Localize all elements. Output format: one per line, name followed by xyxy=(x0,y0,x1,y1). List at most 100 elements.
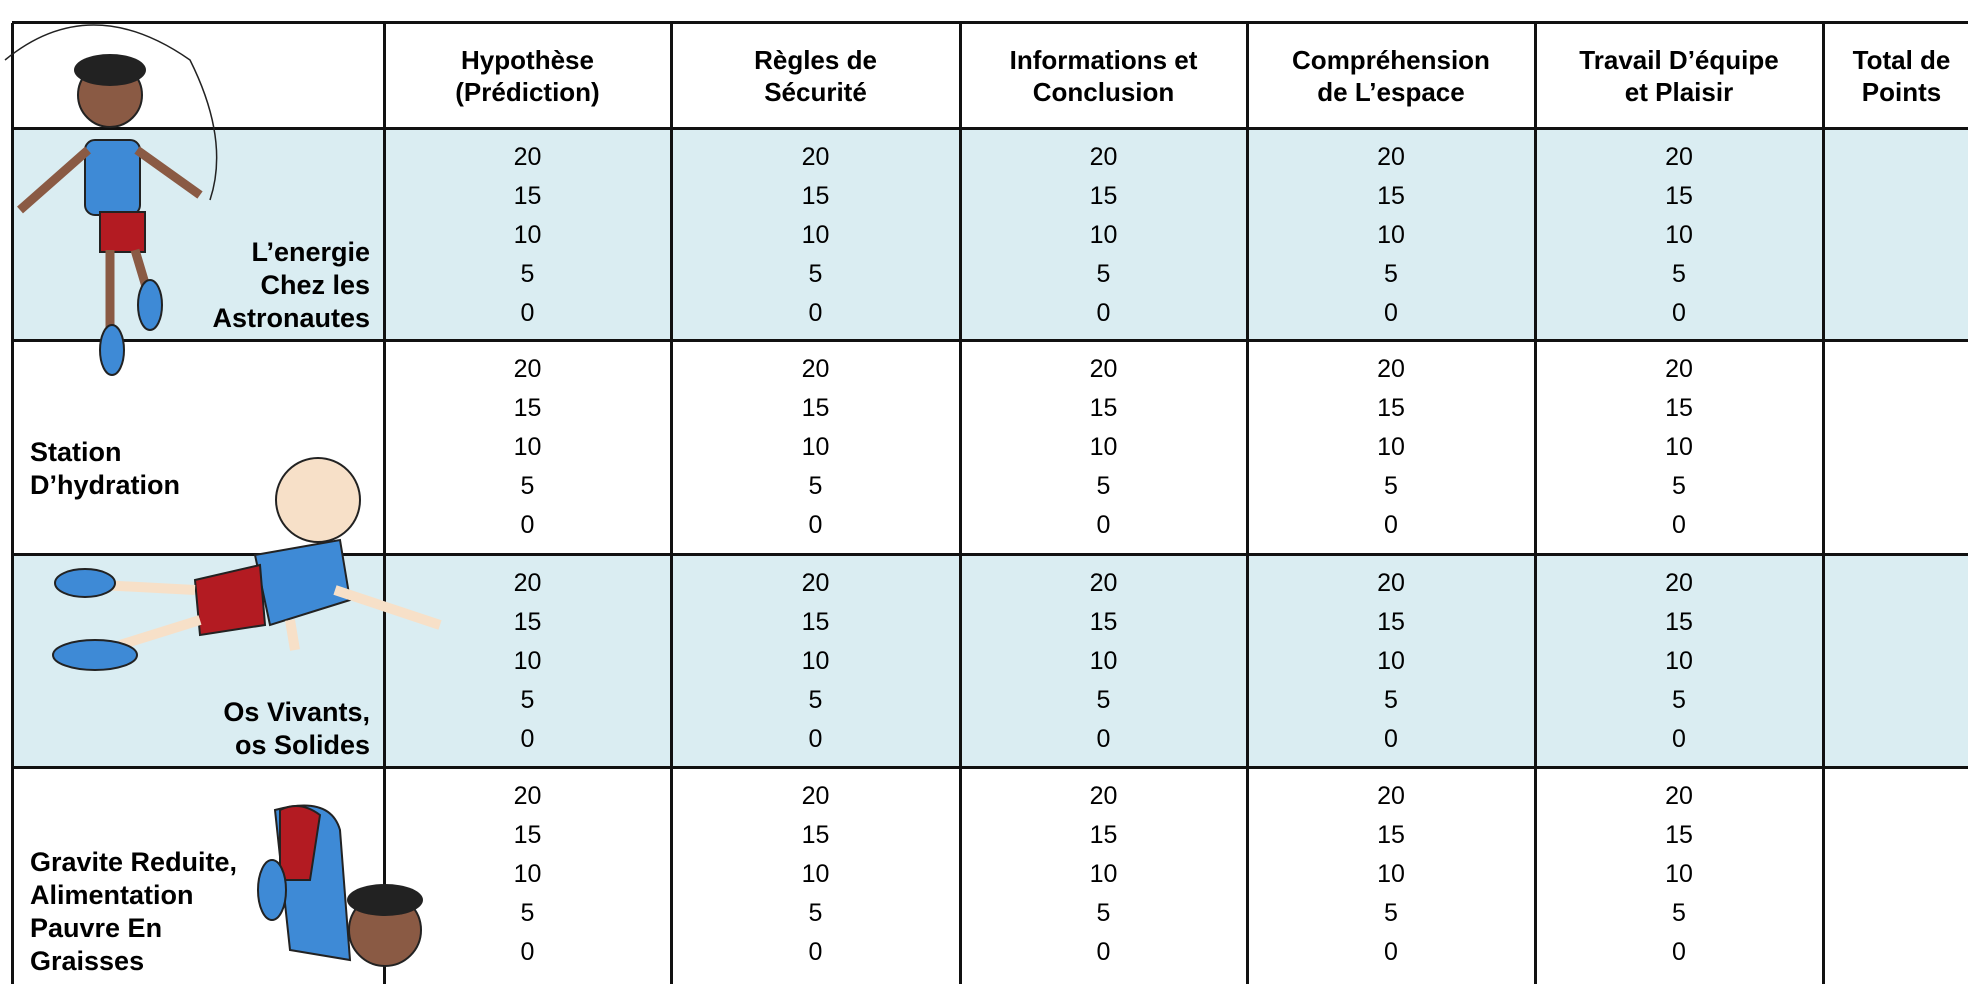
score-option: 5 xyxy=(808,899,823,927)
column-border xyxy=(1822,23,1825,984)
header-line: Total de xyxy=(1852,45,1951,75)
column-header: Hypothèse (Prédiction) xyxy=(384,23,671,129)
column-header: Compréhension de L’espace xyxy=(1247,23,1535,129)
label-line: Astronautes xyxy=(212,303,370,333)
score-cell: 20 15 10 5 0 xyxy=(384,129,671,341)
row-border xyxy=(12,553,1968,556)
score-cell: 20 15 10 5 0 xyxy=(384,555,671,768)
girl2-shirt xyxy=(273,804,352,962)
score-option: 10 xyxy=(513,433,542,461)
score-option: 5 xyxy=(1384,260,1398,288)
score-option: 10 xyxy=(1377,221,1405,249)
score-option: 20 xyxy=(801,569,830,597)
score-option: 20 xyxy=(1665,569,1693,597)
score-option: 10 xyxy=(513,860,542,888)
girl-head xyxy=(77,62,143,128)
header-line: Compréhension xyxy=(1292,45,1490,75)
score-option: 0 xyxy=(1096,299,1111,327)
score-option: 0 xyxy=(808,725,823,753)
score-option: 10 xyxy=(801,647,830,675)
row-label: Os Vivants, os Solides xyxy=(223,696,370,762)
boy-head xyxy=(275,457,361,543)
score-option: 15 xyxy=(801,821,830,849)
score-option: 20 xyxy=(1377,782,1405,810)
header-line: et Plaisir xyxy=(1624,77,1734,107)
score-option: 20 xyxy=(1089,355,1118,383)
score-cell: 20 15 10 5 0 xyxy=(960,555,1247,768)
score-option: 10 xyxy=(1089,221,1118,249)
score-option: 15 xyxy=(1377,608,1405,636)
score-option: 10 xyxy=(1089,647,1118,675)
score-cell: 20 15 10 5 0 xyxy=(1247,555,1535,768)
score-option: 20 xyxy=(1089,569,1118,597)
score-option: 20 xyxy=(1665,355,1693,383)
row-border xyxy=(12,127,1968,130)
score-option: 5 xyxy=(520,686,535,714)
score-option: 0 xyxy=(1384,299,1398,327)
score-option: 5 xyxy=(1672,260,1686,288)
score-option: 5 xyxy=(1384,472,1398,500)
score-option: 15 xyxy=(1089,394,1118,422)
score-option: 20 xyxy=(513,355,542,383)
score-option: 0 xyxy=(1096,938,1111,966)
score-option: 5 xyxy=(808,260,823,288)
score-option: 15 xyxy=(801,182,830,210)
column-border xyxy=(383,23,386,984)
girl2-shorts xyxy=(279,805,322,881)
score-option: 10 xyxy=(1665,433,1693,461)
header-line: (Prédiction) xyxy=(455,77,600,107)
label-line: Os Vivants, xyxy=(223,697,370,727)
score-option: 15 xyxy=(1665,608,1693,636)
score-option: 20 xyxy=(513,143,542,171)
score-option: 15 xyxy=(513,821,542,849)
score-option: 0 xyxy=(520,299,535,327)
score-option: 5 xyxy=(1096,686,1111,714)
row-border xyxy=(12,766,1968,769)
score-option: 0 xyxy=(1096,511,1111,539)
score-option: 5 xyxy=(1672,472,1686,500)
score-option: 0 xyxy=(1384,725,1398,753)
score-option: 5 xyxy=(1096,260,1111,288)
score-option: 10 xyxy=(801,433,830,461)
header-line: Hypothèse xyxy=(461,45,594,75)
score-option: 0 xyxy=(1384,938,1398,966)
score-cell: 20 15 10 5 0 xyxy=(1535,555,1823,768)
score-option: 5 xyxy=(1096,899,1111,927)
score-cell: 20 15 10 5 0 xyxy=(671,768,960,990)
score-cell: 20 15 10 5 0 xyxy=(1247,341,1535,555)
score-option: 20 xyxy=(1377,355,1405,383)
score-option: 5 xyxy=(1672,686,1686,714)
column-border xyxy=(1246,23,1249,984)
score-cell: 20 15 10 5 0 xyxy=(1535,129,1823,341)
score-option: 20 xyxy=(1377,143,1405,171)
score-option: 20 xyxy=(513,782,542,810)
score-option: 15 xyxy=(513,394,542,422)
score-option: 5 xyxy=(808,686,823,714)
score-cell: 20 15 10 5 0 xyxy=(671,555,960,768)
score-option: 20 xyxy=(1665,782,1693,810)
column-header: Travail D’équipe et Plaisir xyxy=(1535,23,1823,129)
score-cell: 20 15 10 5 0 xyxy=(960,129,1247,341)
header-line: Sécurité xyxy=(764,77,867,107)
score-option: 15 xyxy=(1089,608,1118,636)
score-option: 0 xyxy=(1672,725,1686,753)
score-option: 0 xyxy=(808,299,823,327)
score-option: 20 xyxy=(1089,782,1118,810)
score-cell: 20 15 10 5 0 xyxy=(1247,768,1535,990)
score-option: 0 xyxy=(808,938,823,966)
header-line: Informations et xyxy=(1009,45,1198,75)
score-option: 0 xyxy=(520,938,535,966)
score-option: 10 xyxy=(1377,433,1405,461)
score-option: 15 xyxy=(1665,394,1693,422)
girl2-shoe xyxy=(257,859,287,921)
score-option: 10 xyxy=(1665,860,1693,888)
score-option: 10 xyxy=(1665,647,1693,675)
label-line: os Solides xyxy=(234,730,370,760)
score-option: 10 xyxy=(801,221,830,249)
score-cell: 20 15 10 5 0 xyxy=(671,341,960,555)
label-line: L’energie xyxy=(251,237,370,267)
row-label: Station D’hydration xyxy=(30,436,180,502)
score-option: 5 xyxy=(520,472,535,500)
label-line: Pauvre En xyxy=(30,913,163,943)
